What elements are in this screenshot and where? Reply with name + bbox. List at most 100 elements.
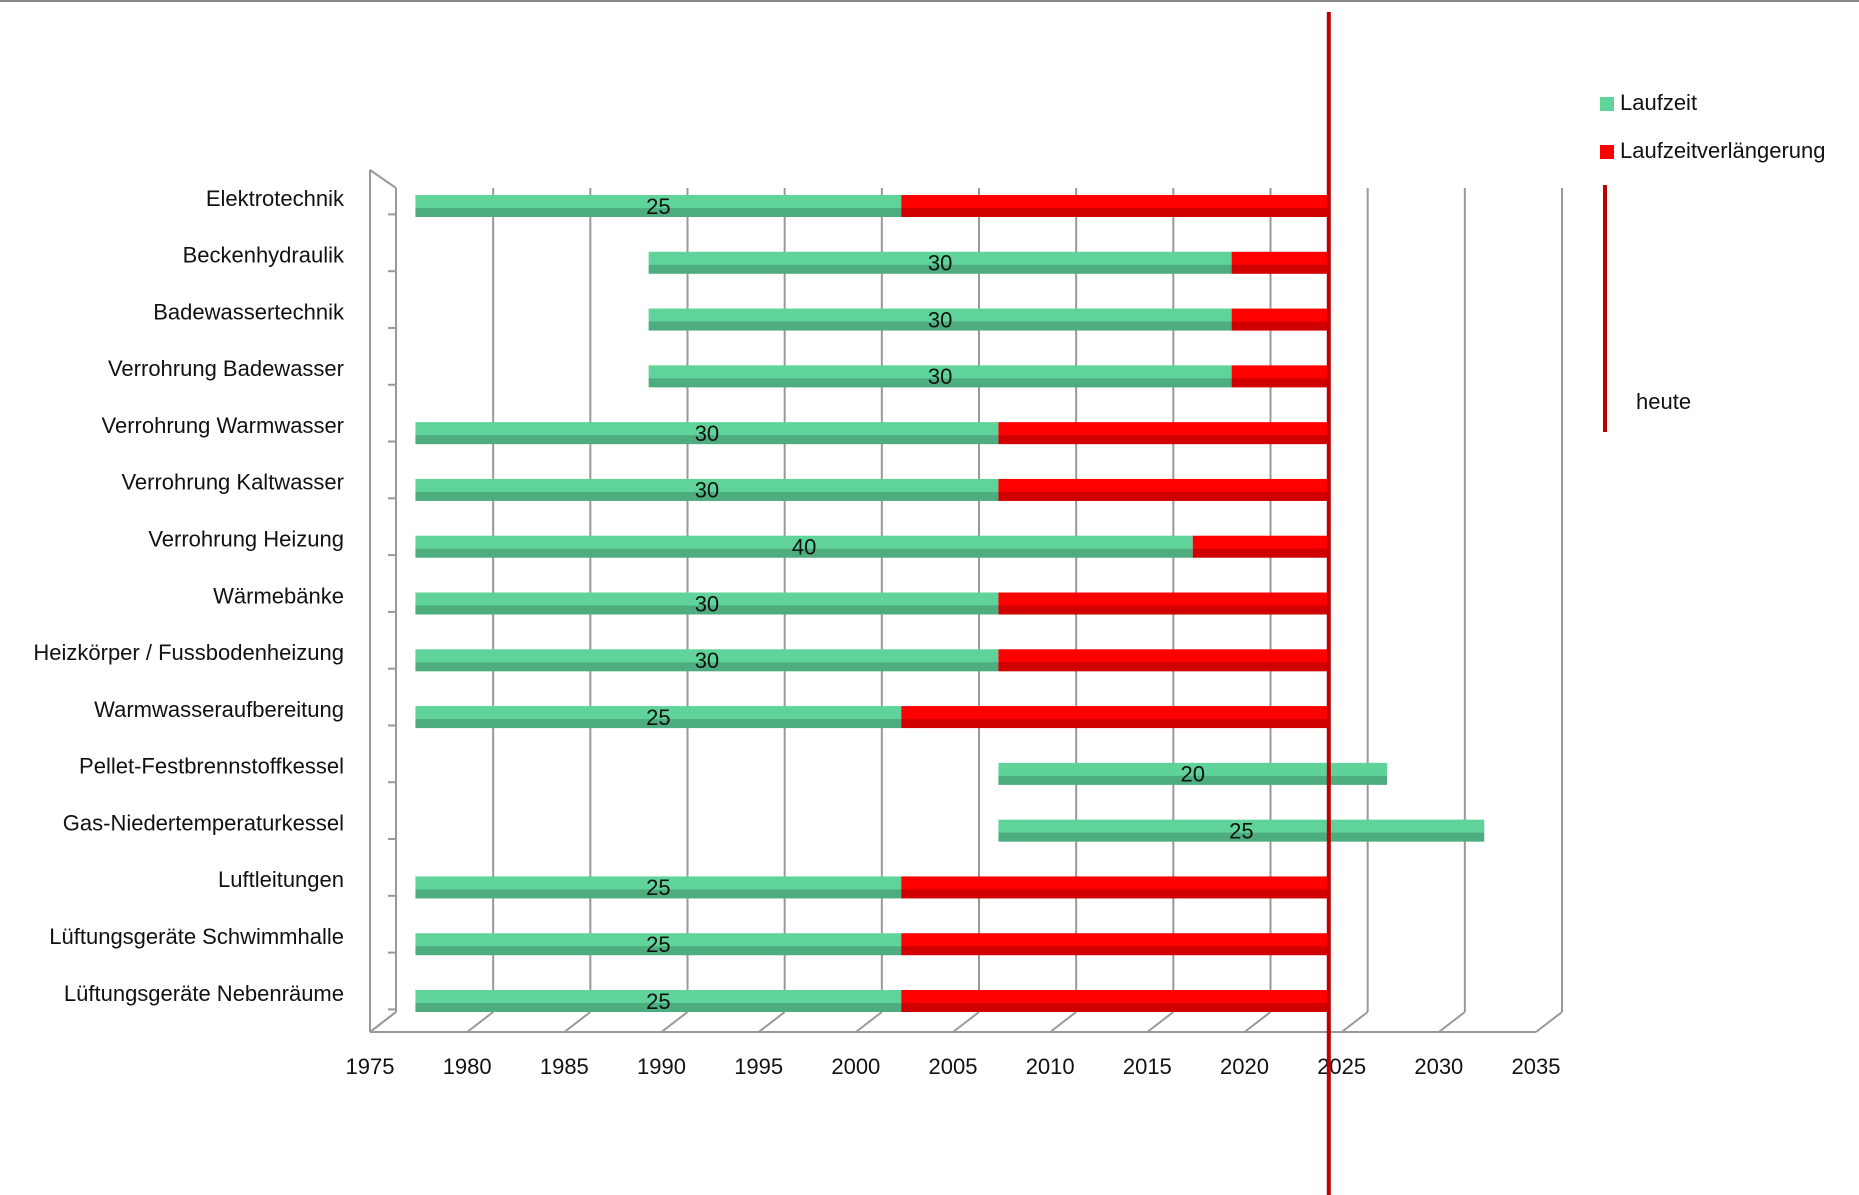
y-tick-label: Verrohrung Kaltwasser (121, 470, 344, 495)
bar (648, 251, 1232, 274)
x-tick-label: 1980 (443, 1054, 492, 1079)
grid-line (855, 1011, 883, 1033)
axis-wall (369, 169, 397, 189)
bar (998, 478, 1329, 501)
bar (901, 876, 1329, 899)
legend-label: heute (1636, 389, 1691, 414)
value-label: 25 (1229, 818, 1253, 843)
bar (415, 933, 902, 956)
value-label: 20 (1181, 762, 1205, 787)
bar (901, 990, 1329, 1012)
value-label: 30 (928, 251, 952, 276)
bar-shade (648, 321, 1232, 331)
bar (1231, 308, 1329, 331)
bar-shade (415, 719, 902, 729)
y-tick-label: Elektrotechnik (206, 186, 345, 211)
bar-shade (415, 946, 902, 956)
y-tick-label: Gas-Niedertemperaturkessel (63, 810, 344, 835)
x-tick-label: 2000 (831, 1054, 880, 1079)
bar (415, 422, 999, 445)
value-label: 25 (646, 875, 670, 900)
grid-line (1049, 1011, 1077, 1033)
bar-shade (901, 208, 1329, 217)
bar-shade (998, 832, 1485, 842)
grid-line (758, 1011, 786, 1033)
bar (998, 422, 1329, 445)
bar (998, 819, 1485, 842)
y-tick-label: Heizkörper / Fussbodenheizung (33, 640, 344, 665)
bar (1231, 365, 1329, 388)
bar-shade (998, 435, 1329, 445)
value-label: 25 (646, 705, 670, 730)
x-tick-label: 2020 (1220, 1054, 1269, 1079)
bar (415, 195, 902, 217)
bar (998, 762, 1388, 785)
grid-line (952, 1011, 980, 1033)
x-tick-label: 2010 (1026, 1054, 1075, 1079)
legend-swatch (1600, 97, 1614, 111)
bar-shade (415, 435, 999, 445)
value-label: 30 (695, 648, 719, 673)
bar (415, 478, 999, 501)
bar-shade (415, 491, 999, 501)
value-label: 25 (646, 932, 670, 957)
value-label: 30 (695, 478, 719, 503)
value-label: 30 (695, 421, 719, 446)
y-tick-label: Pellet-Festbrennstoffkessel (79, 754, 344, 779)
y-tick-label: Beckenhydraulik (183, 243, 345, 268)
bar-shade (415, 662, 999, 672)
legend-swatch (1600, 145, 1614, 159)
bar (415, 876, 902, 899)
bar-shade (415, 605, 999, 615)
bar-shade (1231, 378, 1329, 388)
value-label: 40 (792, 535, 816, 560)
bar-shade (648, 264, 1232, 274)
grid-line (369, 1011, 397, 1033)
bar-shade (998, 491, 1329, 501)
legend-label: Laufzeitverlängerung (1620, 138, 1825, 163)
x-tick-label: 1985 (540, 1054, 589, 1079)
value-label: 25 (646, 194, 670, 219)
bar-shade (648, 378, 1232, 388)
bar (901, 195, 1329, 217)
bar-shade (998, 662, 1329, 672)
bar (901, 706, 1329, 729)
bar (415, 649, 999, 672)
bar-shade (1231, 264, 1329, 274)
grid-line (1243, 1011, 1272, 1033)
value-label: 30 (928, 307, 952, 332)
y-tick-label: Verrohrung Heizung (148, 527, 344, 552)
x-tick-label: 1990 (637, 1054, 686, 1079)
grid-line (660, 1011, 689, 1033)
x-tick-label: 2005 (929, 1054, 978, 1079)
y-tick-label: Wärmebänke (213, 583, 344, 608)
grid-line (1438, 1011, 1466, 1033)
y-tick-label: Verrohrung Badewasser (108, 356, 344, 381)
legend-label: Laufzeit (1620, 90, 1697, 115)
x-tick-label: 2025 (1317, 1054, 1366, 1079)
x-tick-label: 2015 (1123, 1054, 1172, 1079)
grid-line (563, 1011, 591, 1033)
grid-line (1146, 1011, 1174, 1033)
grid-line (466, 1011, 494, 1033)
bar-shade (1192, 548, 1329, 558)
bar (415, 990, 902, 1012)
bar-shade (998, 605, 1329, 615)
bar (415, 706, 902, 729)
bar (998, 592, 1329, 615)
bar (998, 649, 1329, 672)
y-tick-label: Lüftungsgeräte Schwimmhalle (49, 924, 344, 949)
bar-shade (1231, 321, 1329, 331)
x-tick-label: 1995 (734, 1054, 783, 1079)
bar-shade (901, 1003, 1329, 1012)
bar-shade (901, 946, 1329, 956)
y-tick-label: Warmwasseraufbereitung (94, 697, 344, 722)
bar (415, 535, 1193, 558)
bar-shade (998, 775, 1388, 785)
bar (901, 933, 1329, 956)
bar-shade (415, 889, 902, 899)
bar-shade (415, 548, 1193, 558)
y-tick-label: Lüftungsgeräte Nebenräume (64, 981, 344, 1006)
x-tick-label: 2035 (1512, 1054, 1561, 1079)
